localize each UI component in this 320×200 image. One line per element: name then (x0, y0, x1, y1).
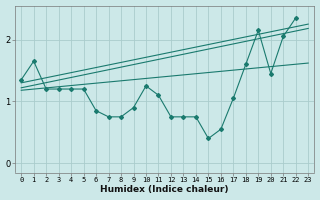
X-axis label: Humidex (Indice chaleur): Humidex (Indice chaleur) (100, 185, 229, 194)
